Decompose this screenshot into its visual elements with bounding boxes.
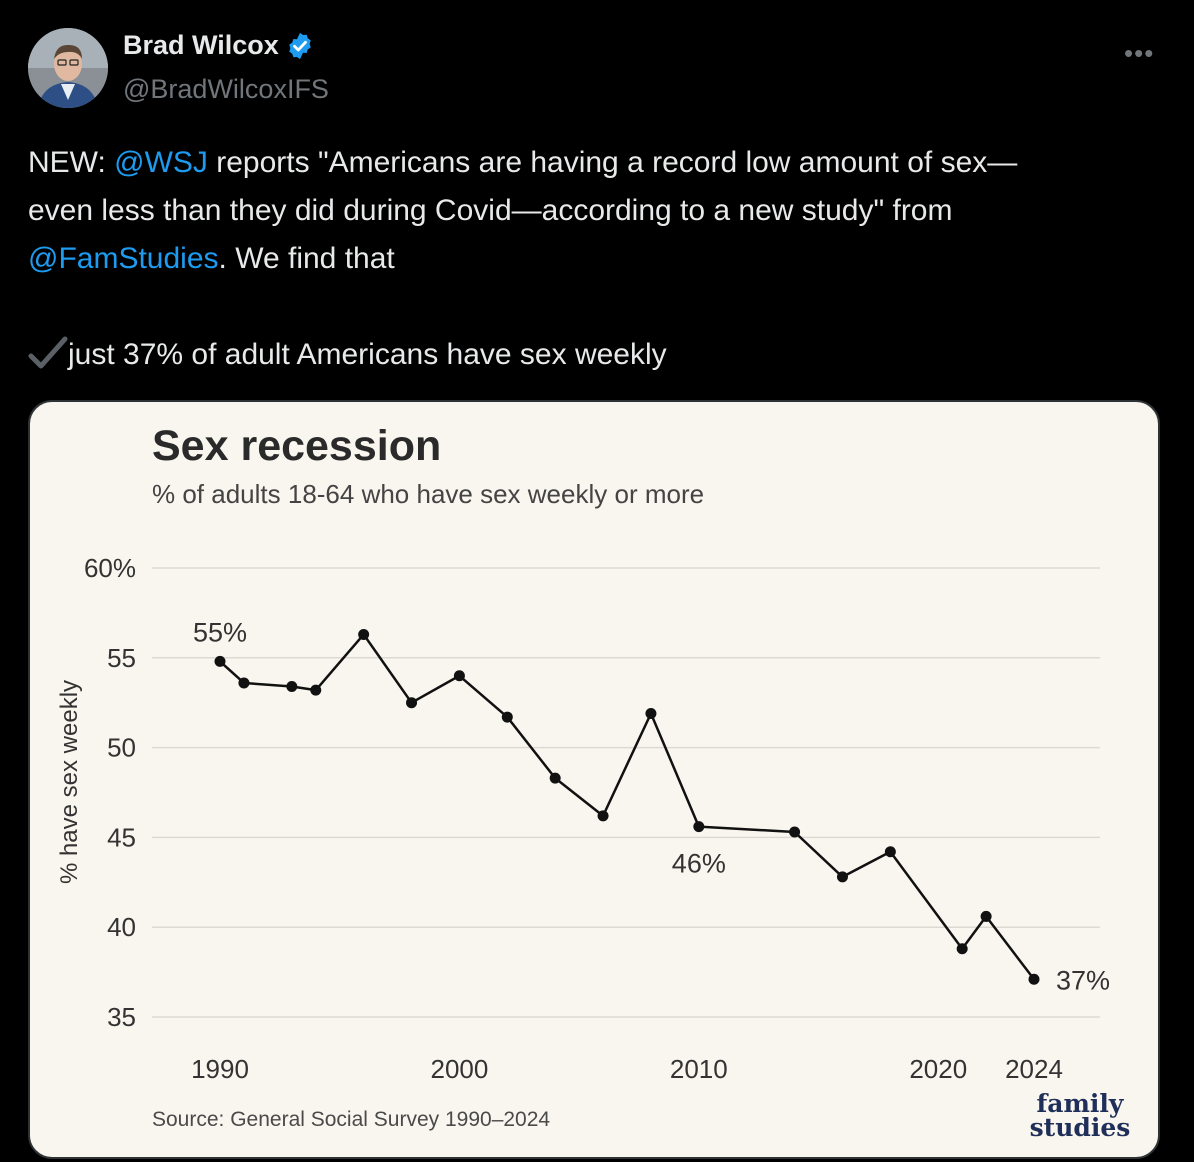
more-horizontal-icon[interactable]: ••• bbox=[1124, 38, 1155, 68]
data-point bbox=[501, 711, 513, 723]
y-tick-label: 55 bbox=[107, 643, 136, 673]
tweet-line-1: NEW: @WSJ reports "Americans are having … bbox=[28, 139, 1168, 187]
tweet-text: NEW: @WSJ reports "Americans are having … bbox=[28, 139, 1168, 379]
y-tick-label: 60% bbox=[84, 553, 136, 583]
tweet-line-2: even less than they did during Covid—acc… bbox=[28, 194, 953, 227]
chart-title: Sex recession bbox=[152, 422, 442, 470]
data-label: 46% bbox=[672, 849, 726, 879]
y-tick-label: 50 bbox=[107, 733, 136, 763]
data-point bbox=[214, 655, 226, 667]
data-point bbox=[956, 943, 968, 955]
data-point bbox=[789, 826, 801, 838]
mention-link-famstudies[interactable]: @FamStudies bbox=[28, 242, 219, 275]
data-point bbox=[884, 846, 896, 858]
logo-line-2: studies bbox=[1029, 1113, 1131, 1142]
tweet-text-segment: reports "Americans are having a record l… bbox=[207, 146, 1018, 179]
heavy-check-mark-icon bbox=[28, 336, 68, 369]
x-tick-label: 2000 bbox=[430, 1054, 488, 1084]
data-point bbox=[549, 772, 561, 784]
tweet-line-4: just 37% of adult Americans have sex wee… bbox=[28, 331, 1168, 379]
data-point bbox=[836, 871, 848, 883]
y-tick-label: 45 bbox=[107, 822, 136, 852]
data-point bbox=[453, 670, 465, 682]
data-point bbox=[310, 684, 322, 696]
mention-link-wsj[interactable]: @WSJ bbox=[114, 146, 208, 179]
avatar[interactable] bbox=[28, 28, 108, 108]
tweet-text-segment: NEW: bbox=[28, 146, 115, 179]
x-tick-label: 1990 bbox=[191, 1054, 249, 1084]
avatar-photo bbox=[28, 28, 108, 108]
data-point bbox=[406, 697, 418, 709]
x-tick-label: 2010 bbox=[670, 1054, 728, 1084]
data-point bbox=[286, 681, 298, 693]
data-point bbox=[358, 628, 370, 640]
chart-card[interactable]: Sex recession % of adults 18-64 who have… bbox=[28, 400, 1160, 1159]
author-row: Brad Wilcox bbox=[123, 30, 315, 61]
verified-badge-icon[interactable] bbox=[285, 31, 315, 61]
logo-line-1: family bbox=[1036, 1089, 1124, 1118]
author-display-name[interactable]: Brad Wilcox bbox=[123, 30, 279, 60]
chart-source: Source: General Social Survey 1990–2024 bbox=[152, 1108, 551, 1131]
data-point bbox=[693, 821, 705, 833]
data-point bbox=[597, 810, 609, 822]
data-point bbox=[1028, 973, 1040, 985]
tweet-line-blank bbox=[28, 283, 1168, 331]
x-tick-label: 2020 bbox=[909, 1054, 967, 1084]
x-tick-label: 2024 bbox=[1005, 1054, 1063, 1084]
tweet-text-segment: just 37% of adult Americans have sex wee… bbox=[68, 338, 667, 371]
data-point bbox=[645, 707, 657, 719]
tweet-line-3: @FamStudies. We find that bbox=[28, 235, 1168, 283]
author-handle[interactable]: @BradWilcoxIFS bbox=[123, 74, 329, 104]
data-point bbox=[980, 910, 992, 922]
line-chart: 35 40 45 50 55 60% 1990 2000 2010 2020 2024 55% 46% 3… bbox=[84, 553, 1110, 1084]
chart-subtitle: % of adults 18-64 who have sex weekly or… bbox=[152, 479, 705, 509]
data-label: 37% bbox=[1056, 965, 1110, 995]
tweet-text-segment: . We find that bbox=[218, 242, 395, 275]
data-point bbox=[238, 677, 250, 689]
y-tick-label: 35 bbox=[107, 1002, 136, 1032]
y-tick-label: 40 bbox=[107, 912, 136, 942]
family-studies-logo: family studies bbox=[1020, 1089, 1140, 1142]
data-label: 55% bbox=[193, 617, 247, 647]
